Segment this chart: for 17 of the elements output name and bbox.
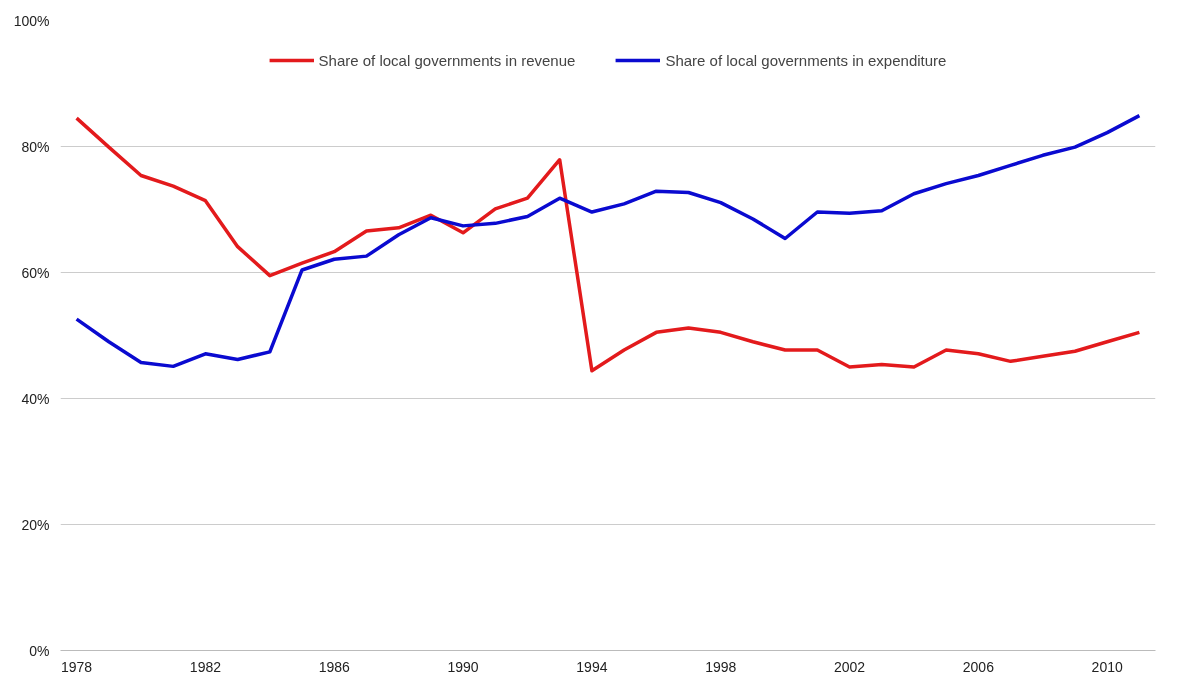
x-tick-label: 1982 (189, 658, 222, 675)
y-tick-label: 0% (29, 642, 50, 659)
x-tick-label: 1978 (61, 658, 93, 675)
y-tick-label: 40% (21, 390, 50, 407)
x-tick-label: 2010 (1091, 658, 1123, 675)
x-tick-label: 1986 (318, 658, 351, 675)
x-tick-label: 2006 (962, 658, 995, 675)
x-tick-label: 1998 (705, 658, 737, 675)
y-tick-label: 100% (13, 12, 50, 29)
legend-label: Share of local governments in revenue (318, 51, 576, 69)
y-tick-label: 60% (21, 264, 50, 281)
x-tick-label: 1994 (576, 658, 608, 675)
x-tick-label: 2002 (833, 658, 866, 675)
legend-label: Share of local governments in expenditure (665, 51, 947, 69)
x-tick-label: 1990 (447, 658, 479, 675)
y-tick-label: 80% (21, 138, 50, 155)
y-tick-label: 20% (21, 516, 50, 533)
